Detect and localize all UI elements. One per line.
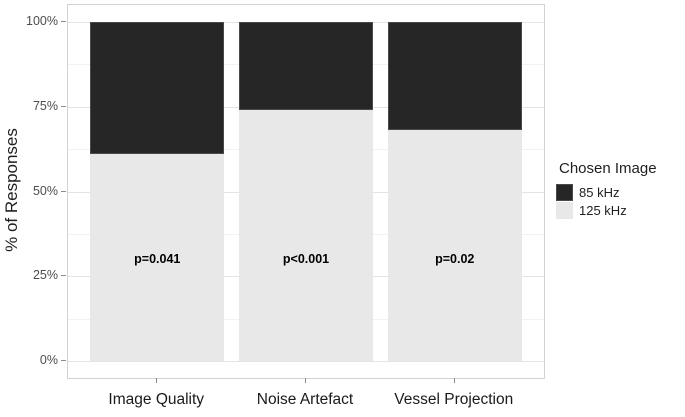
- bar-segment-125khz: [90, 154, 225, 362]
- x-tick-label: Noise Artefact: [256, 391, 354, 408]
- x-tick-label: Vessel Projection: [394, 391, 514, 408]
- x-tick-mark: [156, 378, 158, 383]
- legend: Chosen Image 85 kHz 125 kHz: [556, 160, 657, 219]
- legend-swatch-85-khz: [556, 183, 573, 201]
- legend-title: Chosen Image: [559, 160, 657, 177]
- legend-items: 85 kHz 125 kHz: [556, 183, 657, 219]
- y-tick-label: 75%: [32, 98, 58, 113]
- y-tick-label: 100%: [26, 13, 58, 28]
- legend-swatch-125-khz: [556, 201, 573, 219]
- y-tick-label: 25%: [32, 268, 58, 283]
- p-value-label: p=0.041: [134, 252, 181, 267]
- bar-segment-125khz: [239, 110, 373, 362]
- major-gridline: [68, 361, 544, 363]
- bar-segment-85khz: [239, 21, 373, 111]
- p-value-label: p=0.02: [435, 252, 475, 267]
- y-tick-label: 50%: [32, 183, 58, 198]
- y-tick-mark: [61, 275, 66, 277]
- bar-segment-125khz: [387, 130, 522, 362]
- y-tick-mark: [61, 360, 66, 362]
- y-tick-label: 0%: [39, 353, 58, 368]
- bar-segment-85khz: [90, 21, 225, 155]
- bar-segment-85khz: [387, 21, 522, 131]
- x-tick-mark: [453, 378, 455, 383]
- y-tick-mark: [61, 105, 66, 107]
- legend-label: 125 kHz: [579, 202, 627, 218]
- x-tick-mark: [305, 378, 306, 383]
- y-tick-mark: [61, 20, 66, 22]
- x-tick-label: Image Quality: [108, 391, 205, 408]
- plot-panel: p=0.041 p<0.001 p=0.02: [67, 4, 545, 379]
- legend-item: 85 kHz: [556, 183, 657, 201]
- y-tick-mark: [61, 190, 66, 192]
- legend-item: 125 kHz: [556, 201, 657, 219]
- p-value-label: p<0.001: [282, 252, 330, 267]
- legend-label: 85 kHz: [579, 184, 620, 200]
